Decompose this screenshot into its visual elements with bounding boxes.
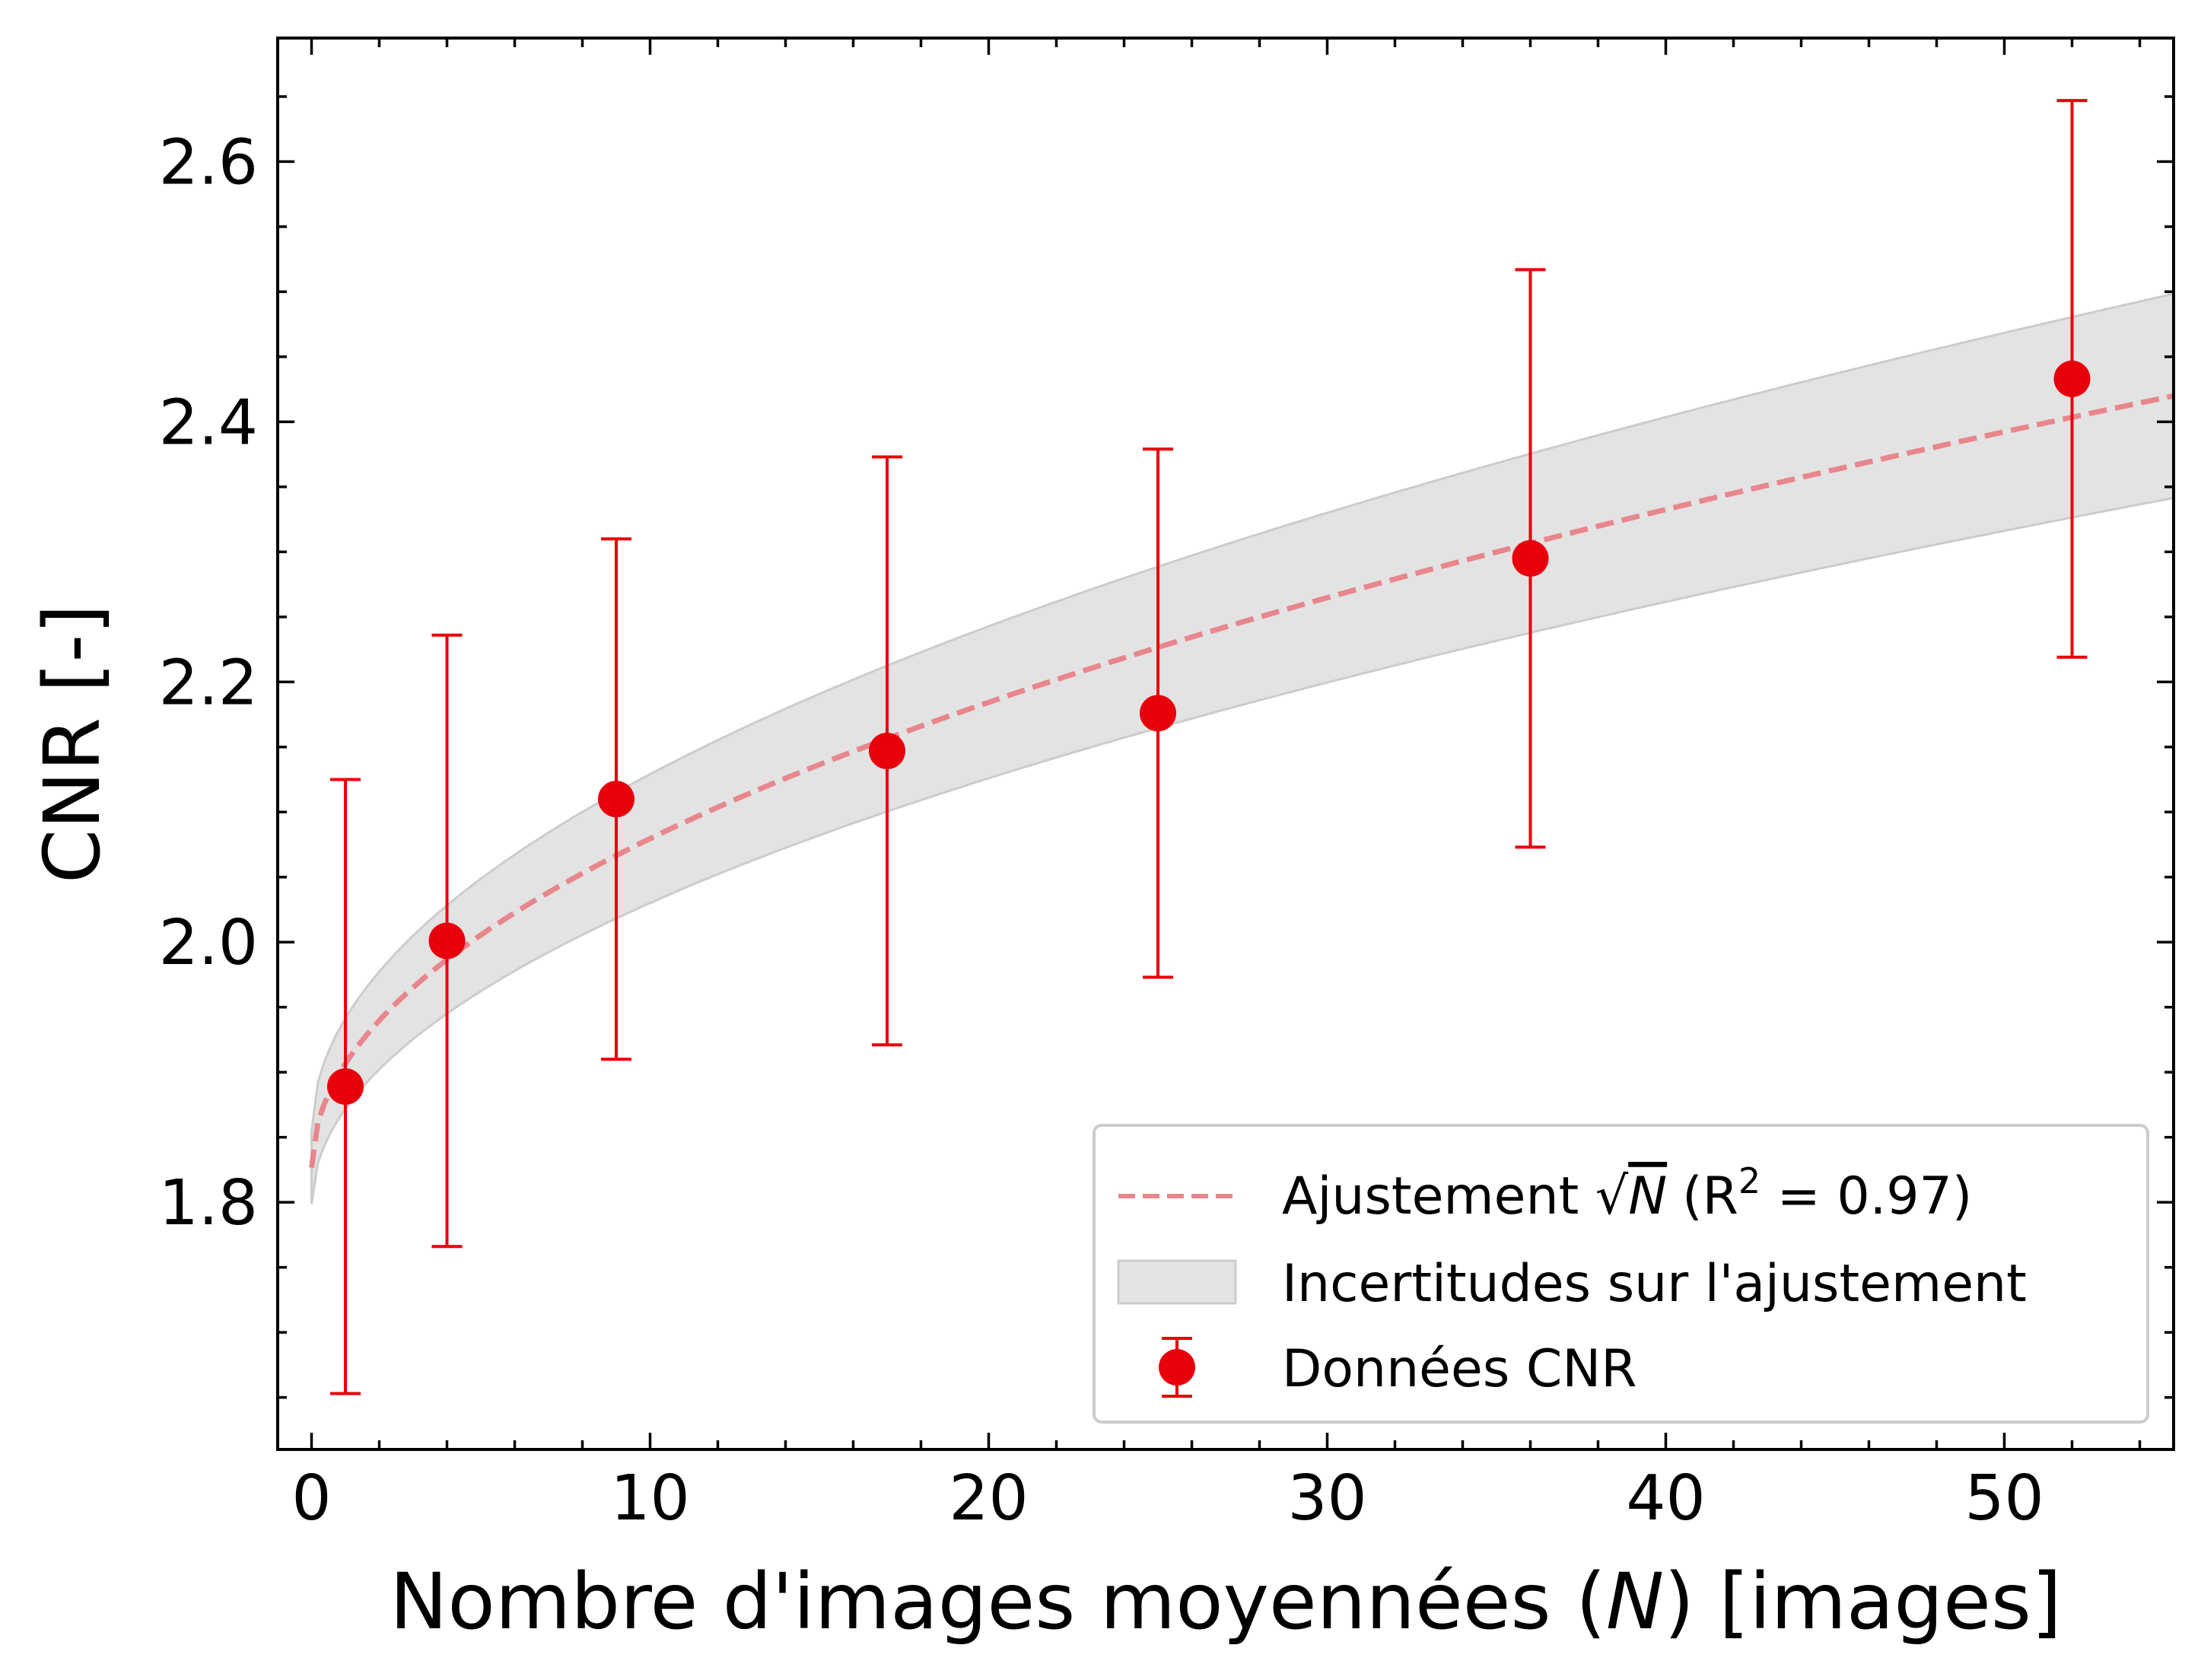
x-tick-label: 50	[1964, 1462, 2044, 1535]
axis-ticks	[278, 38, 2174, 1449]
x-axis-label: Nombre d'images moyennées (N) [images]	[390, 1557, 2062, 1647]
data-point	[2053, 360, 2091, 397]
data-point-group	[869, 455, 905, 1047]
x-tick-label: 40	[1626, 1462, 1705, 1535]
data-point-group	[327, 778, 364, 1395]
legend-fit-prefix: Ajustement	[1282, 1166, 1595, 1227]
x-axis-label-prefix: Nombre d'images moyennées (	[390, 1557, 1606, 1647]
data-points-layer	[327, 99, 2091, 1395]
legend-fit-r-open: (R	[1682, 1166, 1738, 1227]
legend-fit-variable: N	[1628, 1166, 1667, 1227]
x-axis-label-variable: N	[1606, 1557, 1664, 1647]
axis-tick-labels: 0 10 20 30 40 50 1.8 2.0 2.2 2.4 2.6	[159, 126, 2044, 1535]
legend-fit-r-value: = 0.97)	[1760, 1166, 1972, 1227]
legend-box	[1093, 1124, 2149, 1424]
plot-frame	[276, 37, 2175, 1451]
fit-curve-layer	[309, 393, 2174, 1169]
fit-uncertainty-band	[310, 292, 2175, 1204]
fit-curve	[309, 393, 2174, 1169]
legend-data-marker	[1159, 1349, 1195, 1386]
legend-band-swatch	[1117, 1259, 1237, 1305]
data-point	[598, 781, 635, 818]
y-tick-label: 1.8	[159, 1167, 258, 1239]
x-axis-label-suffix: ) [images]	[1664, 1557, 2062, 1647]
data-point	[1140, 695, 1176, 732]
x-tick-label: 10	[610, 1462, 689, 1535]
x-tick-label: 0	[291, 1462, 331, 1535]
data-point-group	[1512, 268, 1549, 849]
data-point-group	[598, 537, 635, 1061]
x-tick-label: 20	[949, 1462, 1028, 1535]
legend-fit-r-exponent: 2	[1738, 1160, 1760, 1201]
fit-uncertainty-band-layer	[310, 292, 2175, 1204]
data-point	[327, 1068, 364, 1105]
legend-sqrt-symbol: √	[1595, 1166, 1629, 1227]
data-point	[869, 732, 905, 769]
data-point-group	[1140, 447, 1176, 979]
y-tick-label: 2.6	[159, 126, 258, 199]
legend-data-label: Données CNR	[1282, 1339, 1636, 1399]
data-point	[428, 922, 466, 959]
y-tick-label: 2.2	[159, 647, 258, 719]
legend-band-label: Incertitudes sur l'ajustement	[1282, 1254, 2027, 1314]
y-tick-label: 2.4	[159, 387, 258, 459]
legend-fit-label: Ajustement √N (R2 = 0.97)	[1282, 1160, 1972, 1227]
data-point	[1512, 539, 1549, 577]
x-tick-label: 30	[1287, 1462, 1366, 1535]
legend-data-swatch	[1159, 1337, 1195, 1398]
y-tick-label: 2.0	[159, 907, 258, 979]
y-axis-label: CNR [-]	[27, 604, 118, 883]
legend: Ajustement √N (R2 = 0.97) Incertitudes su…	[1093, 1124, 2149, 1424]
data-point-group	[2053, 99, 2091, 659]
data-point-group	[428, 633, 466, 1249]
